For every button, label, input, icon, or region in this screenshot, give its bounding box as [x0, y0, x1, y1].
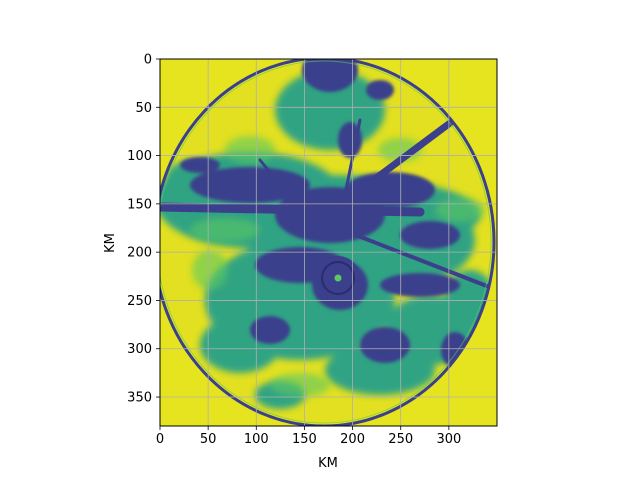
x-tick-label: 250 — [388, 432, 413, 447]
x-axis: 0 50 100 150 200 250 300 — [156, 426, 461, 447]
y-tick-label: 300 — [127, 342, 152, 357]
y-tick-label: 250 — [127, 294, 152, 309]
y-tick-label: 0 — [144, 53, 152, 68]
y-tick-label: 350 — [127, 391, 152, 406]
x-tick-label: 150 — [292, 432, 317, 447]
x-tick-label: 0 — [156, 432, 164, 447]
y-tick-label: 200 — [127, 246, 152, 261]
plot-frame — [159, 58, 498, 427]
storm-eye — [316, 256, 360, 300]
y-axis-label: KM — [103, 233, 118, 253]
y-tick-label: 150 — [127, 197, 152, 212]
x-tick-label: 300 — [436, 432, 461, 447]
y-axis: 0 50 100 150 200 250 300 350 — [127, 53, 160, 406]
x-tick-label: 200 — [340, 432, 365, 447]
scan-range-ring — [160, 59, 496, 426]
heatmap-image — [160, 59, 497, 426]
y-tick-label: 100 — [127, 149, 152, 164]
radar-scan-area — [160, 59, 494, 426]
x-tick-label: 50 — [200, 432, 217, 447]
x-tick-label: 100 — [244, 432, 269, 447]
y-tick-label: 50 — [135, 101, 152, 116]
x-axis-label: KM — [318, 456, 338, 471]
